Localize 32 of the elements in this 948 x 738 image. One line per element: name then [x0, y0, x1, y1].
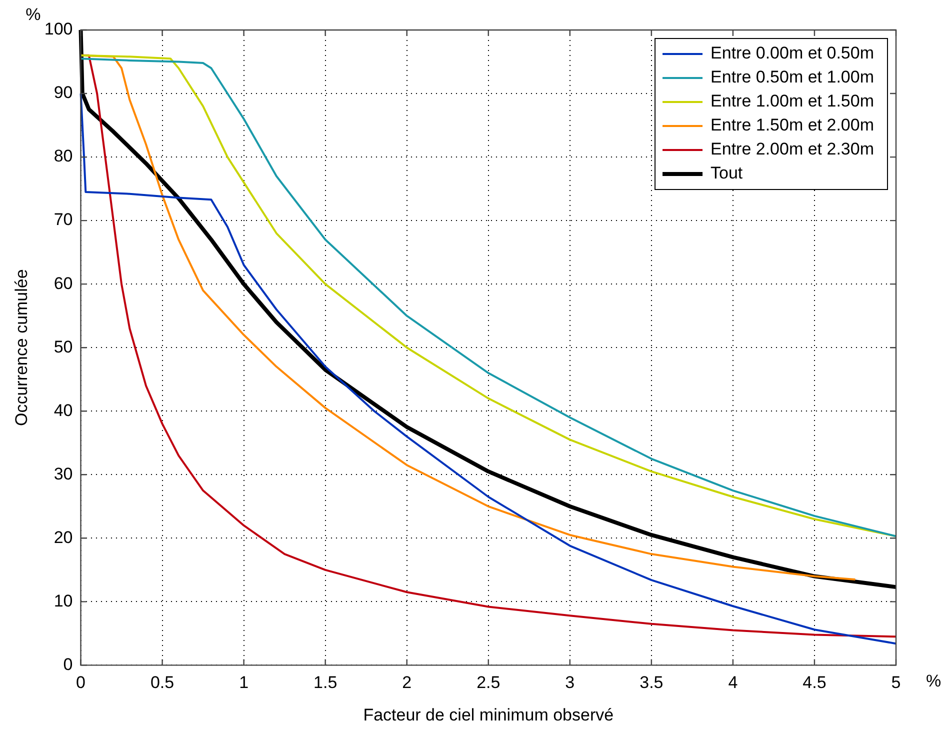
y-tick-label: 90 [54, 83, 73, 102]
legend-label: Entre 1.00m et 1.50m [710, 92, 874, 111]
x-tick-label: 4.5 [802, 673, 826, 692]
x-tick-label: 0 [76, 673, 86, 692]
y-axis-title: Occurrence cumulée [12, 269, 31, 426]
y-tick-label: 60 [54, 274, 73, 293]
x-tick-label: 3.5 [640, 673, 664, 692]
y-tick-label: 70 [54, 210, 73, 230]
y-tick-label: 30 [54, 464, 73, 484]
x-tick-label: 2.5 [476, 673, 500, 692]
legend-label: Entre 0.00m et 0.50m [710, 44, 874, 63]
legend-label: Entre 0.50m et 1.00m [710, 68, 874, 87]
x-tick-label: 1 [239, 673, 249, 692]
text: % [926, 671, 942, 690]
y-tick-label: 40 [54, 400, 73, 420]
legend-label: Entre 2.00m et 2.30m [710, 140, 874, 159]
x-axis-title: Facteur de ciel minimum observé [363, 705, 614, 724]
y-tick-label: 80 [54, 146, 73, 166]
x-tick-label: 5 [891, 673, 901, 692]
y-tick-label: 10 [54, 591, 73, 610]
x-tick-label: 4 [728, 673, 738, 692]
x-tick-label: 0.5 [150, 673, 174, 692]
y-tick-label: 50 [54, 337, 73, 356]
legend-label: Tout [710, 164, 743, 183]
x-tick-label: 1.5 [314, 673, 338, 692]
y-tick-label: 100 [44, 20, 73, 39]
legend-label: Entre 1.50m et 2.00m [710, 116, 874, 135]
text: % [26, 5, 41, 24]
y-tick-label: 20 [54, 528, 73, 547]
x-tick-label: 3 [565, 673, 575, 692]
y-tick-label: 0 [63, 654, 73, 674]
x-tick-label: 2 [402, 673, 412, 692]
